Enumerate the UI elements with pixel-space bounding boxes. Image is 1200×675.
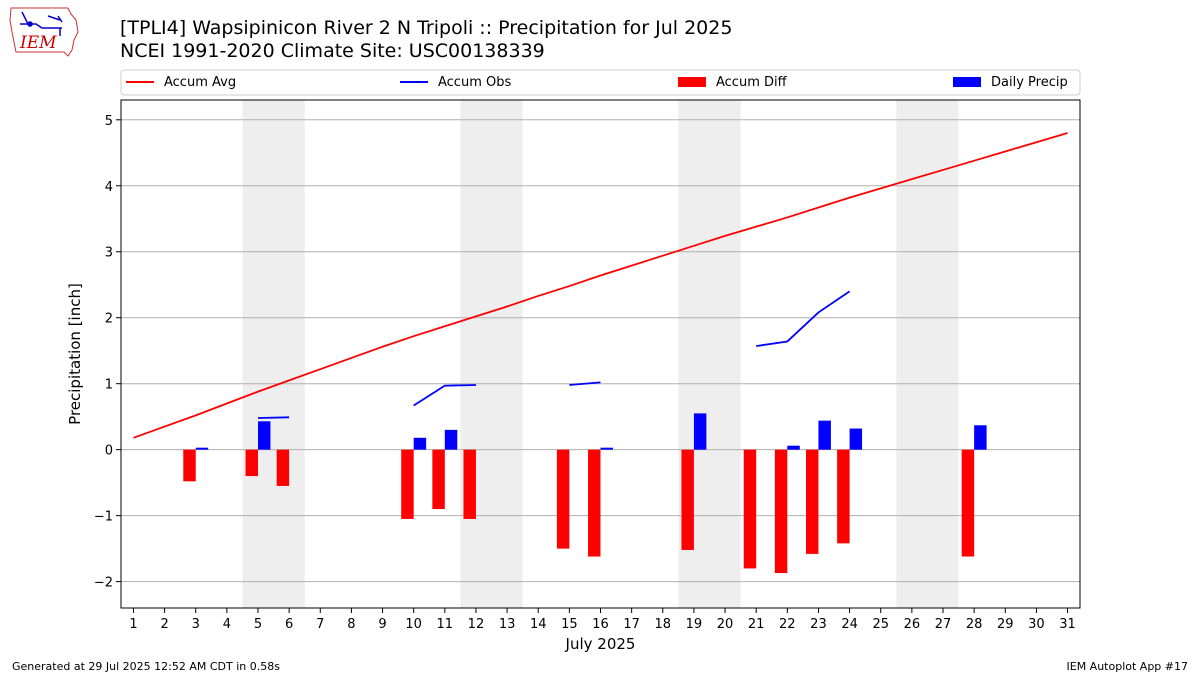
x-tick-label: 10 xyxy=(405,617,422,632)
x-tick-label: 30 xyxy=(1028,617,1045,632)
x-tick-label: 20 xyxy=(717,617,734,632)
accum-obs-line xyxy=(569,381,601,386)
weekend-shade xyxy=(242,100,305,608)
x-tick-label: 25 xyxy=(872,617,889,632)
legend-label: Daily Precip xyxy=(991,75,1068,90)
x-tick-label: 18 xyxy=(654,617,671,632)
legend-label: Accum Avg xyxy=(164,75,236,90)
y-tick-label: 5 xyxy=(105,114,113,129)
x-tick-label: 1 xyxy=(129,617,137,632)
x-tick-label: 28 xyxy=(966,617,983,632)
x-tick-label: 11 xyxy=(437,617,454,632)
y-tick-label: 2 xyxy=(105,312,113,327)
y-tick-label: 4 xyxy=(105,180,113,195)
y-tick-label: 3 xyxy=(105,246,113,261)
accum-obs-line xyxy=(257,416,290,419)
weekend-shade xyxy=(896,100,959,608)
daily-precip-bar xyxy=(600,447,613,450)
accum-diff-bar xyxy=(961,449,975,557)
x-tick-label: 13 xyxy=(499,617,516,632)
legend-swatch-bar xyxy=(953,77,981,87)
daily-precip-bar xyxy=(258,421,271,450)
accum-diff-bar xyxy=(463,449,476,519)
accum-diff-bar xyxy=(774,449,788,574)
x-tick-label: 24 xyxy=(841,617,858,632)
logo-text: IEM xyxy=(19,33,57,53)
x-tick-label: 8 xyxy=(347,617,355,632)
accum-obs-line xyxy=(756,290,851,347)
chart-title: [TPLI4] Wapsipinicon River 2 N Tripoli :… xyxy=(120,17,733,39)
legend-swatch-bar xyxy=(678,77,706,87)
x-tick-label: 7 xyxy=(316,617,324,632)
accum-diff-bar xyxy=(806,449,819,554)
accum-diff-bar xyxy=(681,449,694,550)
x-tick-label: 29 xyxy=(997,617,1014,632)
x-tick-label: 26 xyxy=(904,617,921,632)
x-tick-label: 9 xyxy=(378,617,386,632)
accum-diff-bar xyxy=(556,449,570,549)
accum-diff-bar xyxy=(401,449,414,519)
accum-diff-bar xyxy=(183,449,196,482)
y-axis-label: Precipitation [inch] xyxy=(66,283,84,425)
x-tick-label: 31 xyxy=(1059,617,1076,632)
weekend-shade xyxy=(460,100,523,608)
accum-diff-bar xyxy=(588,449,601,557)
legend-label: Accum Diff xyxy=(716,75,788,90)
chart-subtitle: NCEI 1991-2020 Climate Site: USC00138339 xyxy=(120,40,545,62)
x-tick-label: 3 xyxy=(192,617,200,632)
x-tick-label: 14 xyxy=(530,617,547,632)
accum-diff-bar xyxy=(743,449,757,569)
x-tick-label: 19 xyxy=(686,617,703,632)
accum-diff-bar xyxy=(837,449,850,544)
x-tick-label: 2 xyxy=(160,617,168,632)
accum-diff-bar xyxy=(276,449,290,486)
accum-avg-line xyxy=(133,132,1068,439)
daily-precip-bar xyxy=(195,447,209,450)
daily-precip-bar xyxy=(413,437,427,450)
legend-box xyxy=(120,69,1081,96)
daily-precip-bar xyxy=(818,420,831,450)
x-tick-label: 17 xyxy=(623,617,640,632)
accum-diff-bar xyxy=(245,449,258,477)
daily-precip-bar xyxy=(693,413,707,450)
daily-precip-bar xyxy=(444,429,458,450)
y-tick-label: −2 xyxy=(94,576,113,591)
x-tick-label: 12 xyxy=(468,617,485,632)
daily-precip-bar xyxy=(974,425,987,450)
x-tick-label: 21 xyxy=(748,617,765,632)
daily-precip-bar xyxy=(849,428,863,450)
x-tick-label: 4 xyxy=(223,617,231,632)
x-tick-label: 27 xyxy=(935,617,952,632)
x-tick-label: 5 xyxy=(254,617,262,632)
x-axis-label: July 2025 xyxy=(565,635,636,653)
accum-obs-line xyxy=(413,384,476,407)
footer-app: IEM Autoplot App #17 xyxy=(1066,660,1189,673)
footer-generated: Generated at 29 Jul 2025 12:52 AM CDT in… xyxy=(12,660,280,673)
accum-diff-bar xyxy=(432,449,445,510)
x-tick-label: 22 xyxy=(779,617,796,632)
x-tick-label: 6 xyxy=(285,617,293,632)
y-tick-label: 1 xyxy=(105,378,113,393)
y-tick-label: −1 xyxy=(94,510,113,525)
legend-label: Accum Obs xyxy=(438,75,511,90)
x-tick-label: 16 xyxy=(592,617,609,632)
iem-logo: IEM xyxy=(8,6,80,62)
daily-precip-bar xyxy=(787,445,800,450)
x-tick-label: 15 xyxy=(561,617,578,632)
x-tick-label: 23 xyxy=(810,617,827,632)
y-tick-label: 0 xyxy=(105,444,113,459)
